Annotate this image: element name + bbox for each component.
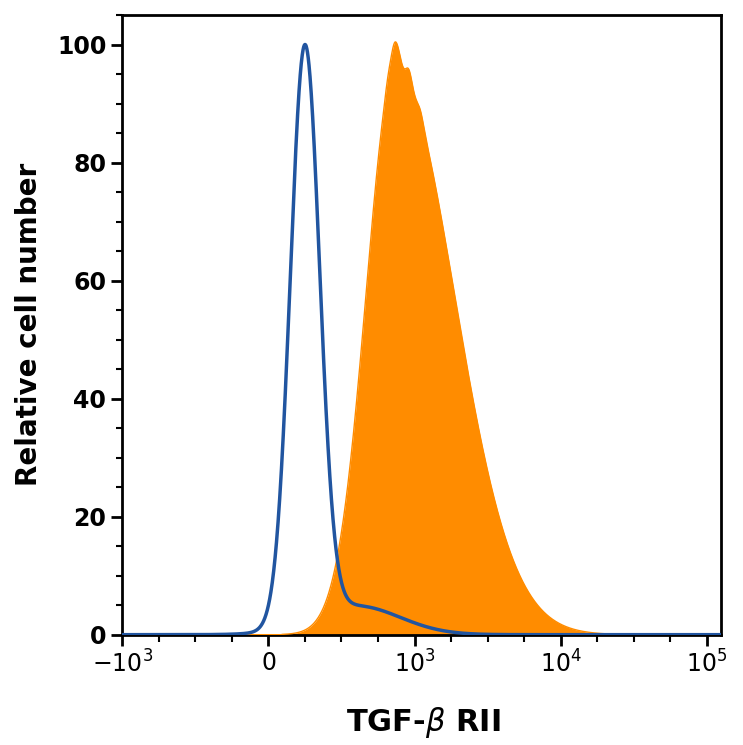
- Y-axis label: Relative cell number: Relative cell number: [15, 163, 43, 486]
- Text: TGF-$\beta$ RII: TGF-$\beta$ RII: [346, 706, 501, 740]
